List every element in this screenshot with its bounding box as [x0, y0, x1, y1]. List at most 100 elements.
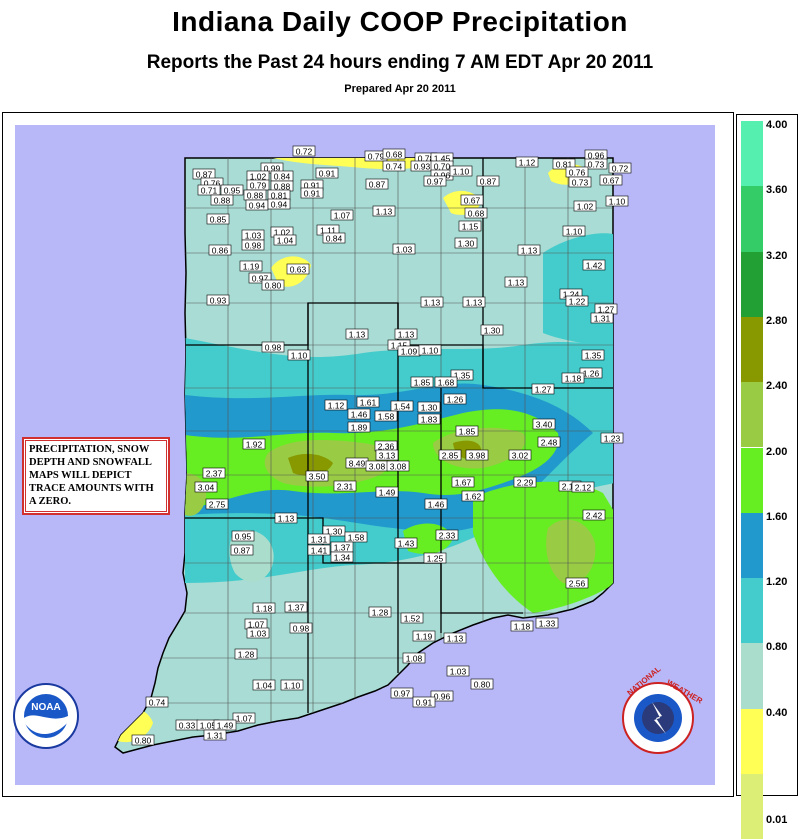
- station-value: 0.97: [423, 175, 447, 186]
- station-value: 0.94: [245, 199, 269, 210]
- station-value: 0.79: [246, 179, 270, 190]
- station-value: 1.07: [232, 712, 256, 724]
- station-value: 1.18: [561, 372, 585, 384]
- station-value-text: 0.84: [274, 171, 291, 181]
- station-value: 1.13: [274, 512, 298, 524]
- station-value-text: 1.10: [609, 196, 626, 206]
- legend-swatch: [741, 186, 763, 252]
- station-value-text: 1.02: [250, 171, 267, 181]
- station-value: 1.13: [394, 328, 418, 340]
- station-value: 0.85: [206, 213, 230, 224]
- note-line-4: TRACE AMOUNTS WITH: [29, 483, 154, 494]
- precip-band-2-80: [288, 453, 333, 476]
- station-value: 0.93: [206, 294, 230, 306]
- station-value-text: 1.85: [414, 377, 431, 387]
- legend-label: 0.01: [766, 814, 788, 826]
- station-value: 2.42: [582, 509, 606, 521]
- station-value: 0.91: [300, 187, 324, 198]
- station-value-text: 1.03: [396, 244, 413, 254]
- station-value-text: 2.42: [586, 510, 603, 520]
- legend-label: 1.60: [766, 510, 788, 523]
- station-value: 0.94: [267, 198, 291, 209]
- station-value: 8.49: [345, 457, 369, 469]
- station-value: 0.98: [289, 622, 313, 634]
- station-value-text: 1.13: [424, 297, 441, 307]
- station-value-text: 1.03: [250, 628, 267, 638]
- nws-logo: NATIONAL WEATHER: [622, 664, 704, 754]
- station-value-text: 1.26: [447, 394, 464, 404]
- legend-swatch: [741, 251, 763, 317]
- legend-swatch: [741, 774, 763, 839]
- station-value: 2.48: [537, 436, 561, 448]
- station-value-text: 1.46: [351, 409, 368, 419]
- station-value: 1.30: [417, 401, 441, 413]
- station-value-text: 0.87: [196, 169, 213, 179]
- station-value-text: 0.63: [290, 264, 307, 274]
- station-value-text: 0.33: [179, 720, 196, 730]
- station-value-text: 1.33: [539, 618, 556, 628]
- station-value-text: 1.07: [236, 713, 253, 723]
- station-value-text: 2.31: [337, 481, 354, 491]
- station-value: 0.87: [230, 544, 254, 556]
- station-value-text: 0.87: [480, 176, 497, 186]
- station-value: 2.31: [333, 480, 357, 492]
- station-value: 2.85: [438, 449, 462, 461]
- station-value: 3.40: [532, 418, 556, 430]
- station-value-text: 3.40: [536, 419, 553, 429]
- station-value: 1.34: [330, 551, 354, 563]
- station-value-text: 1.26: [583, 368, 600, 378]
- station-value-text: 1.11: [320, 225, 336, 235]
- station-value: 1.42: [582, 259, 606, 271]
- legend-swatch: [741, 121, 763, 187]
- station-value: 0.88: [210, 194, 234, 205]
- legend-label: 1.20: [766, 576, 788, 589]
- station-value-text: 0.81: [271, 190, 288, 200]
- station-value-text: 1.89: [351, 422, 368, 432]
- station-value: 0.80: [470, 678, 494, 690]
- station-value: 1.68: [434, 376, 458, 388]
- station-value-text: 0.93: [414, 161, 431, 171]
- station-value-text: 1.35: [585, 350, 602, 360]
- station-value: 1.58: [374, 410, 398, 422]
- station-value-text: 0.96: [434, 691, 451, 701]
- station-value-text: 1.31: [311, 534, 328, 544]
- station-value: 2.12: [571, 481, 595, 493]
- station-value: 1.46: [424, 498, 448, 510]
- station-value: 1.30: [322, 525, 346, 537]
- station-value-text: 8.49: [349, 458, 366, 468]
- station-value-text: 0.87: [234, 545, 251, 555]
- station-value: 1.13: [443, 632, 467, 644]
- station-value: 1.58: [344, 531, 368, 543]
- precip-band-2-40-se: [546, 519, 596, 584]
- noaa-logo: NOAA: [13, 683, 79, 749]
- map-title: Indiana Daily COOP Precipitation: [172, 6, 628, 37]
- station-value-text: 1.30: [421, 402, 438, 412]
- station-value-text: 1.13: [349, 329, 366, 339]
- legend-label: 4.00: [766, 119, 788, 131]
- station-value: 2.56: [565, 577, 589, 589]
- station-value: 1.83: [417, 413, 441, 425]
- station-value-text: 1.10: [291, 350, 308, 360]
- station-value: 2.33: [435, 529, 459, 541]
- note-line-3: MAPS WILL DEPICT: [29, 470, 132, 481]
- station-value: 1.33: [535, 617, 559, 629]
- station-value-text: 1.52: [404, 613, 421, 623]
- station-value-text: 1.24: [563, 289, 580, 299]
- station-value-text: 1.58: [378, 411, 395, 421]
- station-value: 0.67: [460, 194, 484, 205]
- station-value-text: 1.49: [379, 487, 396, 497]
- station-value-text: 1.10: [566, 226, 583, 236]
- station-value-text: 0.97: [427, 176, 444, 186]
- station-value-text: 0.99: [264, 163, 281, 173]
- station-value: 1.22: [565, 295, 589, 307]
- station-value-text: 1.27: [598, 304, 615, 314]
- station-value-text: 1.18: [514, 621, 531, 631]
- station-labels: 0.72 0.79 0.68 0.78 1.450.870.990.761.02 0.84…: [131, 145, 632, 746]
- station-value-text: 1.13: [508, 277, 525, 287]
- station-value: 0.88: [243, 189, 267, 200]
- station-value-text: 1.27: [535, 384, 552, 394]
- station-value-text: 1.41: [311, 545, 328, 555]
- station-value-text: 1.25: [427, 553, 444, 563]
- station-value-text: 0.93: [210, 295, 227, 305]
- station-value: 3.04: [194, 481, 218, 493]
